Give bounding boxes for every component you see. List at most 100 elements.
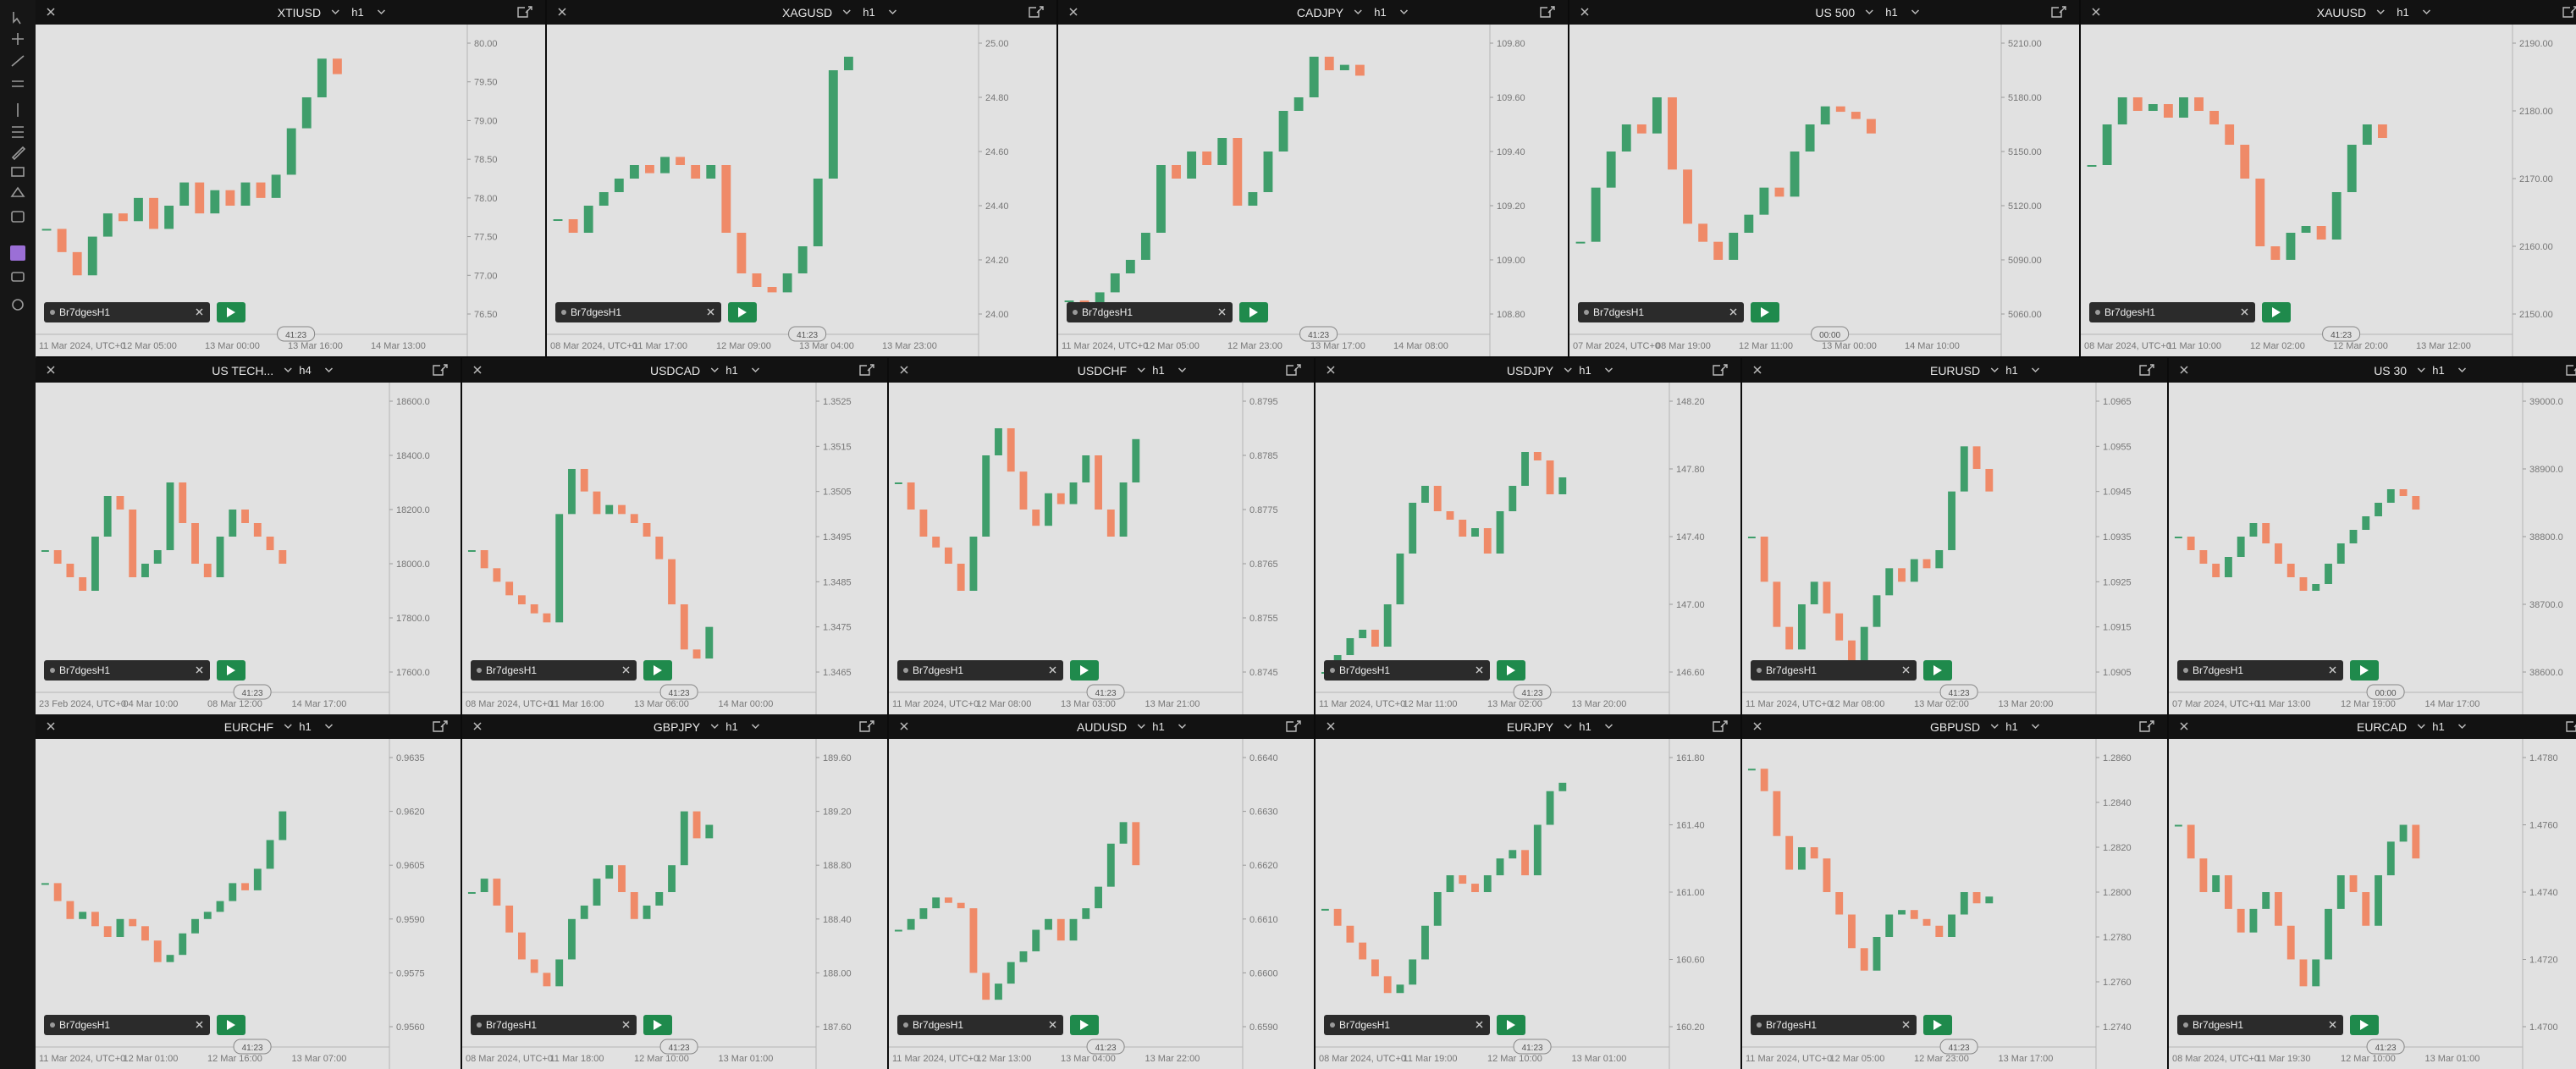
close-button[interactable] — [1327, 366, 1335, 374]
close-button[interactable] — [473, 722, 482, 730]
strategy-pill[interactable] — [44, 660, 210, 681]
symbol-name[interactable]: XAGUSD — [781, 6, 833, 19]
strategy-remove[interactable] — [2329, 666, 2336, 674]
strategy-pill[interactable] — [1751, 1015, 1917, 1035]
strategy-name[interactable]: Br7dgesH1 — [2193, 664, 2243, 676]
popout-button[interactable] — [2139, 720, 2154, 732]
timeframe-dropdown[interactable] — [2031, 367, 2040, 373]
strategy-name[interactable]: Br7dgesH1 — [59, 664, 110, 676]
popout-button[interactable] — [517, 6, 532, 18]
play-icon[interactable] — [1507, 1020, 1515, 1030]
strategy-remove[interactable] — [1218, 308, 1226, 316]
symbol-name[interactable]: US 500 — [1815, 6, 1856, 19]
cursor-icon[interactable] — [13, 12, 21, 25]
symbol-dropdown[interactable] — [1865, 9, 1873, 15]
popout-button[interactable] — [433, 720, 448, 732]
strategy-remove[interactable] — [1049, 666, 1056, 674]
symbol-dropdown[interactable] — [710, 724, 719, 730]
fib-icon[interactable] — [12, 126, 24, 138]
brush-icon[interactable] — [11, 146, 26, 161]
strategy-pill[interactable] — [2089, 302, 2255, 322]
symbol-dropdown[interactable] — [1137, 367, 1145, 373]
play-icon[interactable] — [1080, 1020, 1089, 1030]
timeframe[interactable]: h4 — [299, 364, 312, 377]
symbol-name[interactable]: US TECH... — [212, 364, 274, 377]
play-icon[interactable] — [1933, 665, 1942, 675]
popout-button[interactable] — [1713, 720, 1728, 732]
rect-icon[interactable] — [11, 167, 25, 177]
line-icon[interactable] — [11, 55, 25, 67]
strategy-name[interactable]: Br7dgesH1 — [2193, 1019, 2243, 1031]
close-button[interactable] — [2180, 366, 2188, 374]
shape-icon[interactable] — [10, 186, 25, 197]
play-icon[interactable] — [1507, 665, 1515, 675]
play-icon[interactable] — [2360, 1020, 2369, 1030]
popout-button[interactable] — [2139, 364, 2154, 376]
symbol-name[interactable]: EURJPY — [1506, 720, 1554, 734]
strategy-name[interactable]: Br7dgesH1 — [1593, 306, 1644, 318]
strategy-name[interactable]: Br7dgesH1 — [486, 1019, 537, 1031]
timeframe[interactable]: h1 — [1579, 720, 1591, 733]
template-icon[interactable] — [11, 272, 25, 282]
close-button[interactable] — [2180, 722, 2188, 730]
popout-button[interactable] — [2051, 6, 2066, 18]
color-swatch[interactable] — [10, 245, 25, 261]
close-button[interactable] — [47, 722, 55, 730]
symbol-dropdown[interactable] — [2376, 9, 2385, 15]
close-button[interactable] — [473, 366, 482, 374]
symbol-name[interactable]: XTIUSD — [277, 6, 322, 19]
play-icon[interactable] — [2360, 665, 2369, 675]
strategy-pill[interactable] — [1751, 660, 1917, 681]
symbol-dropdown[interactable] — [1564, 724, 1572, 730]
timeframe-dropdown[interactable] — [2457, 367, 2467, 373]
close-button[interactable] — [1580, 8, 1589, 16]
play-icon[interactable] — [738, 307, 747, 317]
close-button[interactable] — [558, 8, 566, 16]
symbol-dropdown[interactable] — [2417, 724, 2425, 730]
strategy-name[interactable]: Br7dgesH1 — [59, 306, 110, 318]
symbol-dropdown[interactable] — [1990, 724, 1999, 730]
timeframe-dropdown[interactable] — [324, 367, 334, 373]
popout-button[interactable] — [1540, 6, 1555, 18]
popout-button[interactable] — [433, 364, 448, 376]
strategy-pill[interactable] — [2177, 660, 2343, 681]
popout-button[interactable] — [1029, 6, 1044, 18]
popout-button[interactable] — [1713, 364, 1728, 376]
timeframe-dropdown[interactable] — [2422, 9, 2431, 15]
strategy-pill[interactable] — [1324, 1015, 1490, 1035]
play-icon[interactable] — [1249, 307, 1258, 317]
popout-button[interactable] — [2566, 721, 2576, 732]
strategy-remove[interactable] — [196, 308, 203, 316]
strategy-remove[interactable] — [707, 308, 714, 316]
strategy-remove[interactable] — [1476, 1021, 1483, 1028]
timeframe-dropdown[interactable] — [1911, 9, 1920, 15]
strategy-pill[interactable] — [44, 302, 210, 322]
strategy-pill[interactable] — [897, 660, 1063, 681]
timeframe-dropdown[interactable] — [1178, 724, 1187, 730]
timeframe[interactable]: h1 — [2397, 6, 2409, 19]
timeframe[interactable]: h1 — [863, 6, 875, 19]
symbol-name[interactable]: US 30 — [2374, 364, 2408, 377]
close-button[interactable] — [1753, 722, 1762, 730]
close-button[interactable] — [2092, 8, 2100, 16]
strategy-remove[interactable] — [622, 1021, 630, 1028]
timeframe-dropdown[interactable] — [2457, 724, 2467, 730]
strategy-remove[interactable] — [1902, 1021, 1910, 1028]
timeframe-dropdown[interactable] — [1178, 367, 1187, 373]
play-icon[interactable] — [227, 665, 235, 675]
symbol-name[interactable]: USDCAD — [649, 364, 701, 377]
symbol-name[interactable]: GBPJPY — [653, 720, 701, 734]
parallel-icon[interactable] — [12, 80, 24, 87]
symbol-name[interactable]: CADJPY — [1296, 6, 1344, 19]
timeframe[interactable]: h1 — [351, 6, 364, 19]
timeframe[interactable]: h1 — [2005, 364, 2018, 377]
strategy-name[interactable]: Br7dgesH1 — [486, 664, 537, 676]
strategy-remove[interactable] — [1902, 666, 1910, 674]
popout-button[interactable] — [859, 364, 874, 376]
timeframe-dropdown[interactable] — [324, 724, 334, 730]
strategy-remove[interactable] — [1729, 308, 1737, 316]
timeframe[interactable]: h1 — [2432, 364, 2445, 377]
play-icon[interactable] — [1933, 1020, 1942, 1030]
symbol-dropdown[interactable] — [1564, 367, 1572, 373]
timeframe[interactable]: h1 — [2432, 720, 2445, 733]
